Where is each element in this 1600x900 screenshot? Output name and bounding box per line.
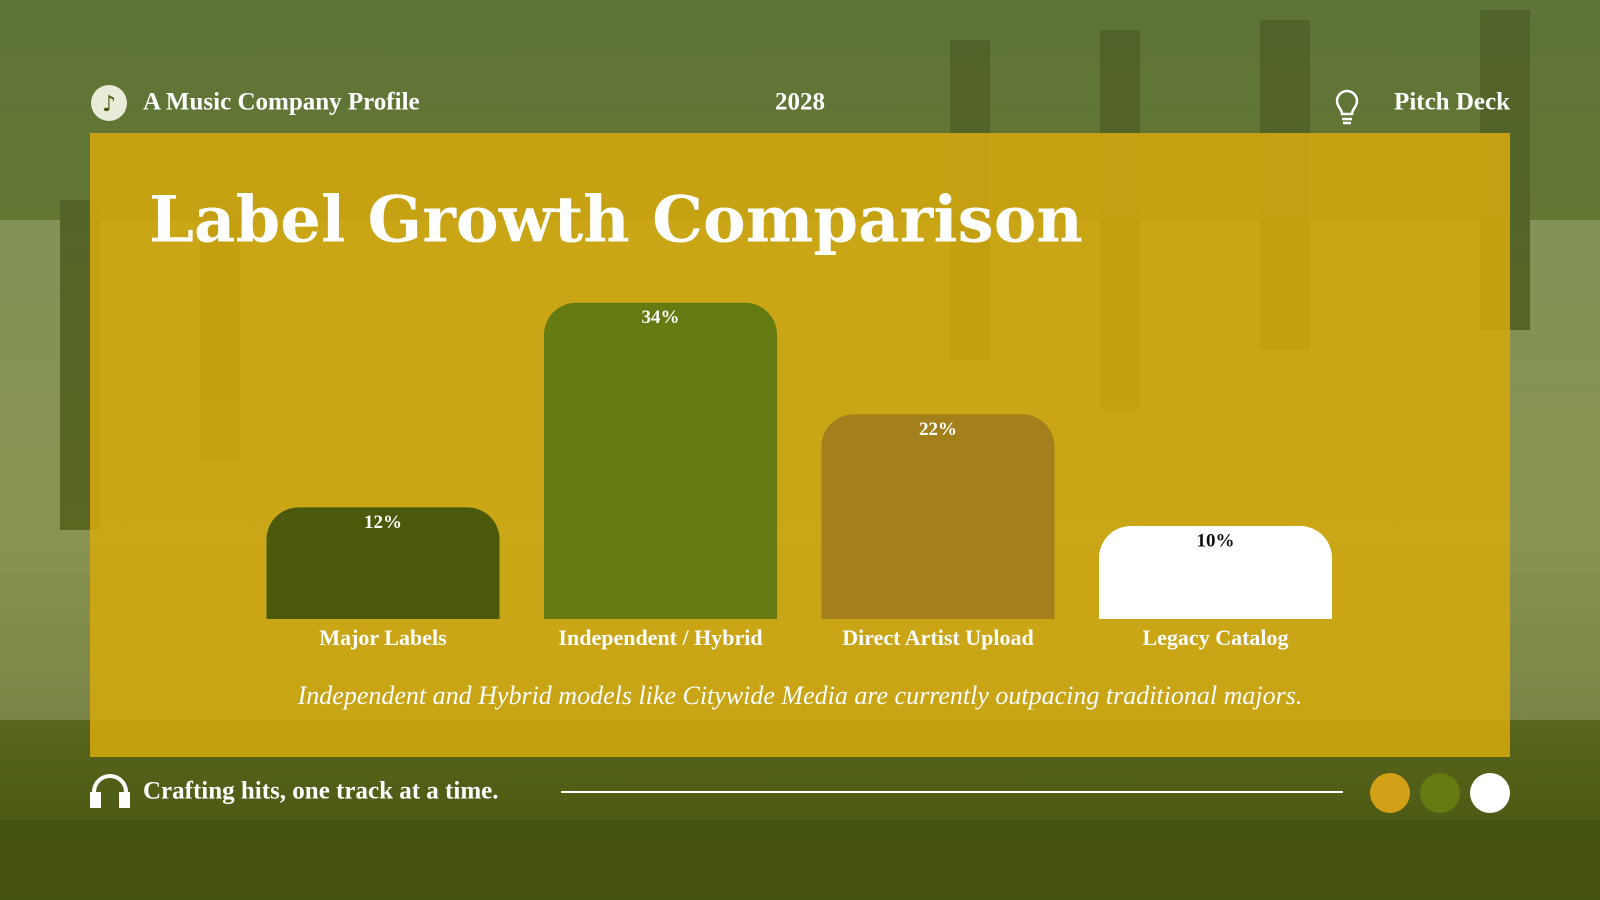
bar	[1099, 526, 1332, 619]
x-tick-label: Legacy Catalog	[1142, 625, 1288, 650]
panel	[90, 133, 1510, 757]
header-center: 2028	[775, 89, 825, 116]
caption: Independent and Hybrid models like Cityw…	[297, 681, 1303, 710]
dot	[1470, 773, 1510, 813]
value-label: 22%	[919, 419, 957, 440]
bar	[821, 414, 1055, 619]
x-tick-label: Direct Artist Upload	[842, 625, 1033, 650]
chart-title: Label Growth Comparison	[149, 183, 1083, 258]
headphones-icon	[90, 774, 130, 808]
value-label: 10%	[1197, 530, 1235, 551]
bar	[266, 507, 500, 619]
bar	[544, 302, 777, 619]
logo-icon	[91, 85, 127, 121]
value-label: 12%	[364, 512, 402, 533]
header-right: Pitch Deck	[1394, 89, 1510, 116]
clef-glyph: ♪	[102, 92, 116, 117]
bulb-icon	[1335, 89, 1359, 125]
dot	[1420, 773, 1460, 813]
footer-tagline: Crafting hits, one track at a time.	[143, 778, 499, 805]
dot	[1370, 773, 1410, 813]
x-tick-label: Independent / Hybrid	[558, 625, 762, 650]
value-label: 34%	[642, 307, 680, 328]
x-tick-label: Major Labels	[319, 625, 447, 650]
header-left: A Music Company Profile	[143, 89, 420, 116]
